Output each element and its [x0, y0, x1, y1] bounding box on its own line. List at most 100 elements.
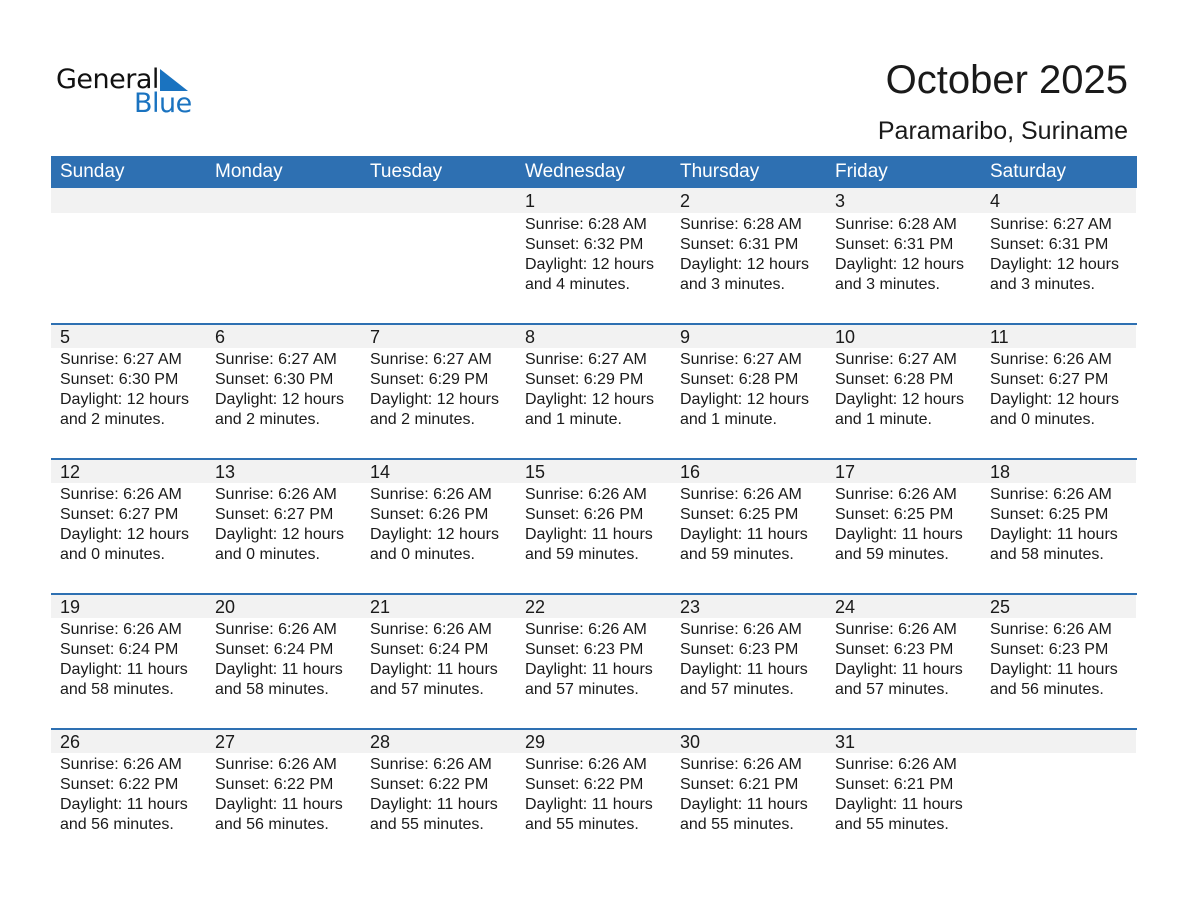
- daylight-text: Daylight: 11 hours: [990, 526, 1118, 543]
- daylight-text: Daylight: 11 hours: [370, 661, 498, 678]
- daylight-text: Daylight: 12 hours: [835, 256, 964, 273]
- day-info: Sunrise: 6:26 AM Sunset: 6:22 PM Daylight:…: [206, 753, 361, 835]
- minutes-text: and 4 minutes.: [525, 276, 630, 293]
- daylight-text: Daylight: 12 hours: [215, 526, 344, 543]
- daylight-text: Daylight: 12 hours: [370, 526, 499, 543]
- sunset-text: Sunset: 6:25 PM: [990, 506, 1109, 523]
- day-info: Sunrise: 6:27 AM Sunset: 6:30 PM Daylight:…: [206, 348, 361, 430]
- daylight-text: Daylight: 11 hours: [525, 526, 653, 543]
- sunset-text: Sunset: 6:24 PM: [370, 641, 489, 658]
- sunrise-text: Sunrise: 6:26 AM: [215, 486, 337, 503]
- weekday-header: Sunday Monday Tuesday Wednesday Thursday Frid…: [51, 156, 1137, 188]
- day-info: Sunrise: 6:28 AM Sunset: 6:32 PM Daylight:…: [516, 213, 671, 295]
- daylight-text: Daylight: 11 hours: [525, 796, 653, 813]
- minutes-text: and 58 minutes.: [60, 681, 174, 698]
- day-info: Sunrise: 6:27 AM Sunset: 6:28 PM Daylight:…: [826, 348, 981, 430]
- sunset-text: Sunset: 6:28 PM: [835, 371, 954, 388]
- day-number: 8: [516, 325, 671, 348]
- day-info: Sunrise: 6:26 AM Sunset: 6:27 PM Daylight:…: [981, 348, 1136, 430]
- daylight-text: Daylight: 12 hours: [370, 391, 499, 408]
- daylight-text: Daylight: 11 hours: [835, 661, 963, 678]
- minutes-text: and 55 minutes.: [370, 816, 484, 833]
- day-cell: 19 Sunrise: 6:26 AM Sunset: 6:24 PM Dayligh…: [51, 595, 206, 728]
- daylight-text: Daylight: 11 hours: [680, 661, 808, 678]
- day-info: Sunrise: 6:26 AM Sunset: 6:23 PM Daylight:…: [826, 618, 981, 700]
- day-info: Sunrise: 6:26 AM Sunset: 6:26 PM Daylight:…: [361, 483, 516, 565]
- day-number: 26: [51, 730, 206, 753]
- day-info: Sunrise: 6:26 AM Sunset: 6:21 PM Daylight:…: [826, 753, 981, 835]
- weekday-tuesday: Tuesday: [370, 161, 443, 182]
- empty-cell: [51, 188, 206, 323]
- day-info: Sunrise: 6:26 AM Sunset: 6:23 PM Daylight:…: [981, 618, 1136, 700]
- day-number: 29: [516, 730, 671, 753]
- day-number: 25: [981, 595, 1136, 618]
- week-row: 26 Sunrise: 6:26 AM Sunset: 6:22 PM Dayligh…: [51, 728, 1137, 863]
- sunrise-text: Sunrise: 6:27 AM: [525, 351, 647, 368]
- minutes-text: and 55 minutes.: [525, 816, 639, 833]
- daylight-text: Daylight: 12 hours: [835, 391, 964, 408]
- sunrise-text: Sunrise: 6:26 AM: [680, 621, 802, 638]
- day-info: Sunrise: 6:26 AM Sunset: 6:27 PM Daylight:…: [51, 483, 206, 565]
- day-number: 16: [671, 460, 826, 483]
- sunset-text: Sunset: 6:22 PM: [370, 776, 489, 793]
- day-number: 15: [516, 460, 671, 483]
- sunset-text: Sunset: 6:22 PM: [525, 776, 644, 793]
- daylight-text: Daylight: 11 hours: [680, 526, 808, 543]
- day-cell: 7 Sunrise: 6:27 AM Sunset: 6:29 PM Daylight…: [361, 325, 516, 458]
- sunrise-text: Sunrise: 6:27 AM: [370, 351, 492, 368]
- sunset-text: Sunset: 6:26 PM: [525, 506, 644, 523]
- day-number: 17: [826, 460, 981, 483]
- sunset-text: Sunset: 6:28 PM: [680, 371, 799, 388]
- sunrise-text: Sunrise: 6:26 AM: [525, 621, 647, 638]
- page-title: October 2025: [885, 58, 1128, 102]
- sunset-text: Sunset: 6:22 PM: [60, 776, 179, 793]
- minutes-text: and 57 minutes.: [525, 681, 639, 698]
- day-info: Sunrise: 6:26 AM Sunset: 6:25 PM Daylight:…: [671, 483, 826, 565]
- empty-cell: [981, 730, 1136, 863]
- daylight-text: Daylight: 12 hours: [60, 526, 189, 543]
- sunrise-text: Sunrise: 6:26 AM: [680, 756, 802, 773]
- day-number: [981, 730, 1136, 753]
- day-cell: 15 Sunrise: 6:26 AM Sunset: 6:26 PM Dayligh…: [516, 460, 671, 593]
- minutes-text: and 0 minutes.: [60, 546, 165, 563]
- day-cell: 3 Sunrise: 6:28 AM Sunset: 6:31 PM Daylight…: [826, 188, 981, 323]
- day-cell: 13 Sunrise: 6:26 AM Sunset: 6:27 PM Dayligh…: [206, 460, 361, 593]
- day-number: 27: [206, 730, 361, 753]
- minutes-text: and 1 minute.: [680, 411, 777, 428]
- day-number: 30: [671, 730, 826, 753]
- day-info: Sunrise: 6:26 AM Sunset: 6:25 PM Daylight:…: [981, 483, 1136, 565]
- day-cell: 24 Sunrise: 6:26 AM Sunset: 6:23 PM Dayligh…: [826, 595, 981, 728]
- sunset-text: Sunset: 6:26 PM: [370, 506, 489, 523]
- day-cell: 29 Sunrise: 6:26 AM Sunset: 6:22 PM Dayligh…: [516, 730, 671, 863]
- day-cell: 1 Sunrise: 6:28 AM Sunset: 6:32 PM Daylight…: [516, 188, 671, 323]
- day-cell: 31 Sunrise: 6:26 AM Sunset: 6:21 PM Dayligh…: [826, 730, 981, 863]
- day-info: Sunrise: 6:27 AM Sunset: 6:30 PM Daylight:…: [51, 348, 206, 430]
- week-row: 5 Sunrise: 6:27 AM Sunset: 6:30 PM Daylight…: [51, 323, 1137, 458]
- day-number: 6: [206, 325, 361, 348]
- daylight-text: Daylight: 12 hours: [990, 391, 1119, 408]
- day-cell: 28 Sunrise: 6:26 AM Sunset: 6:22 PM Dayligh…: [361, 730, 516, 863]
- day-number: 28: [361, 730, 516, 753]
- day-number: 7: [361, 325, 516, 348]
- day-cell: 4 Sunrise: 6:27 AM Sunset: 6:31 PM Daylight…: [981, 188, 1136, 323]
- sunrise-text: Sunrise: 6:28 AM: [680, 216, 802, 233]
- sunrise-text: Sunrise: 6:26 AM: [835, 486, 957, 503]
- sunrise-text: Sunrise: 6:26 AM: [835, 621, 957, 638]
- sunset-text: Sunset: 6:21 PM: [680, 776, 799, 793]
- empty-cell: [361, 188, 516, 323]
- day-number: 3: [826, 188, 981, 213]
- sunset-text: Sunset: 6:23 PM: [990, 641, 1109, 658]
- sunset-text: Sunset: 6:29 PM: [370, 371, 489, 388]
- minutes-text: and 1 minute.: [525, 411, 622, 428]
- week-row: 19 Sunrise: 6:26 AM Sunset: 6:24 PM Dayligh…: [51, 593, 1137, 728]
- sunrise-text: Sunrise: 6:26 AM: [990, 486, 1112, 503]
- sunset-text: Sunset: 6:31 PM: [835, 236, 954, 253]
- minutes-text: and 58 minutes.: [215, 681, 329, 698]
- logo-triangle-icon: [160, 69, 188, 91]
- sunrise-text: Sunrise: 6:27 AM: [215, 351, 337, 368]
- day-cell: 16 Sunrise: 6:26 AM Sunset: 6:25 PM Dayligh…: [671, 460, 826, 593]
- minutes-text: and 0 minutes.: [990, 411, 1095, 428]
- minutes-text: and 57 minutes.: [370, 681, 484, 698]
- day-cell: 26 Sunrise: 6:26 AM Sunset: 6:22 PM Dayligh…: [51, 730, 206, 863]
- day-info: Sunrise: 6:27 AM Sunset: 6:28 PM Daylight:…: [671, 348, 826, 430]
